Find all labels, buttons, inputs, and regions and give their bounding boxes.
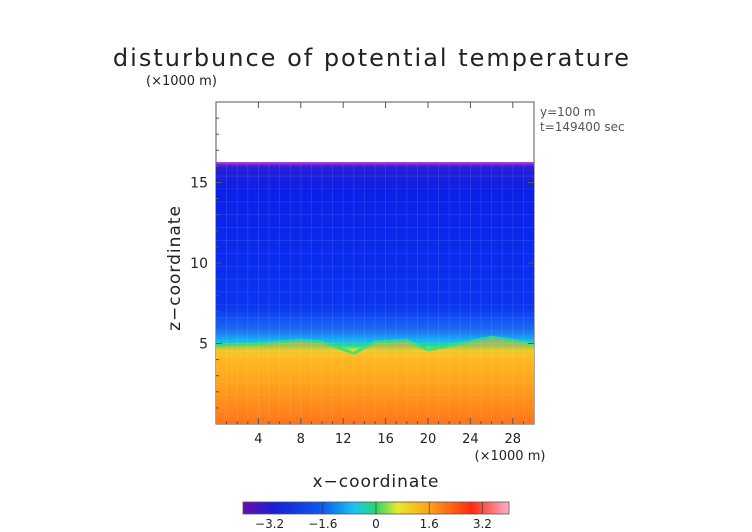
y-tick-label: 10 (190, 256, 208, 272)
y-position-annotation: y=100 m (540, 105, 596, 119)
field-layer (216, 162, 534, 424)
x-unit-label: (×1000 m) (475, 449, 546, 464)
x-tick-label: 8 (297, 432, 305, 447)
x-tick-label: 12 (335, 432, 352, 447)
y-axis-ticks: 5 10 15 (190, 117, 534, 409)
x-axis-ticks: 4 8 12 16 20 24 28 (226, 102, 524, 447)
colorbar-tick-label: 1.6 (420, 517, 439, 531)
interface-contour (216, 335, 534, 355)
y-unit-label: (×1000 m) (146, 74, 217, 89)
x-tick-label: 4 (254, 432, 262, 447)
colorbar-tick-label: −3.2 (255, 517, 284, 531)
y-tick-label: 15 (190, 176, 208, 192)
colorbar-tick-label: 0 (372, 517, 380, 531)
x-tick-label: 24 (462, 432, 479, 447)
time-annotation: t=149400 sec (540, 120, 625, 134)
y-axis-label: z−coordinate (165, 205, 185, 331)
warm-lower-layer (216, 337, 534, 424)
colorbar-ticks: −3.2 −1.6 0 1.6 3.2 (255, 502, 492, 531)
x-tick-label: 20 (420, 432, 437, 447)
x-axis-label: x−coordinate (313, 472, 440, 492)
colorbar-tick-label: −1.6 (308, 517, 337, 531)
x-tick-label: 16 (377, 432, 394, 447)
y-tick-label: 5 (199, 337, 208, 353)
colorbar-tick-label: 3.2 (473, 517, 492, 531)
contour-grid (216, 162, 534, 424)
chart-title: disturbunce of potential temperature (112, 44, 632, 72)
x-tick-label: 28 (505, 432, 522, 447)
